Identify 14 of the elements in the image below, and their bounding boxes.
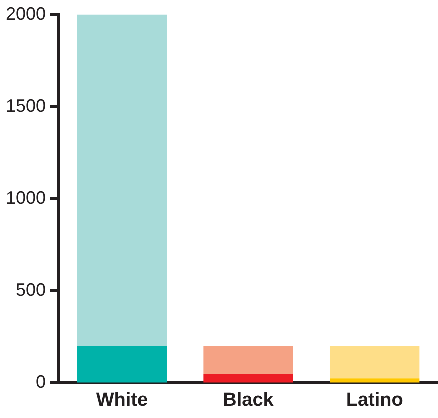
bar bbox=[77, 14, 168, 346]
bar bbox=[77, 346, 168, 383]
y-tick-label: 0 bbox=[36, 372, 46, 392]
x-tick-label: Black bbox=[223, 390, 274, 411]
y-tick-label: 1000 bbox=[6, 188, 46, 208]
y-tick-label: 500 bbox=[16, 280, 46, 300]
y-tick-label: 1500 bbox=[6, 96, 46, 116]
bar bbox=[204, 346, 294, 374]
x-tick-label: Latino bbox=[346, 390, 404, 411]
x-tick-label: White bbox=[96, 390, 148, 411]
bar bbox=[330, 346, 420, 379]
bar bbox=[330, 378, 420, 383]
bar bbox=[204, 374, 294, 383]
y-tick-label: 2000 bbox=[6, 4, 46, 24]
